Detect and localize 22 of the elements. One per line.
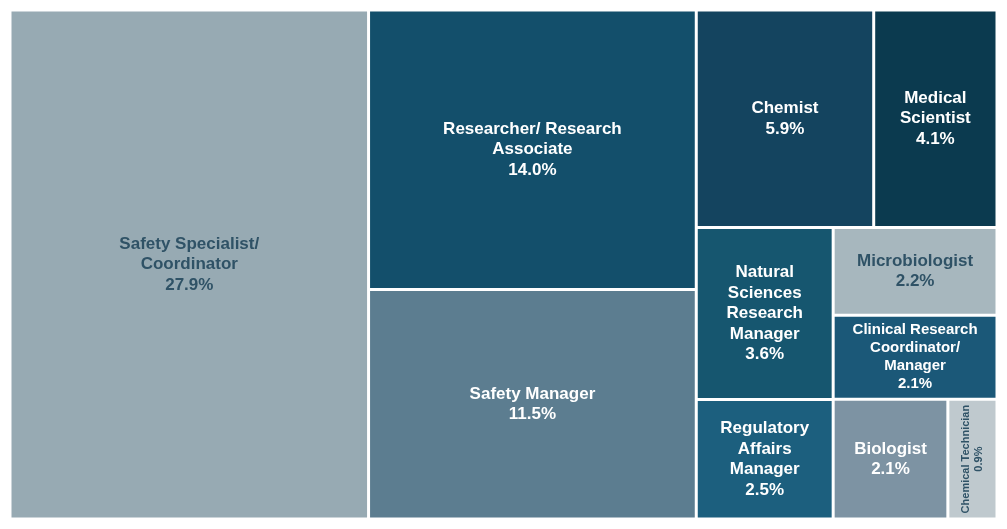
category-label: Clinical Research Coordinator/ Manager [852,320,978,374]
data-label: 0.9% [972,446,985,472]
data-label: 2.2% [895,271,935,291]
category-label: Safety Manager [469,383,596,403]
data-label: 2.1% [897,374,933,392]
data-label: 11.5% [508,404,557,424]
category-label: Regulatory Affairs Manager [720,418,810,479]
data-label: 27.9% [165,274,214,294]
data-label: 2.1% [871,458,910,478]
data-label: 14.0% [508,159,557,179]
category-label: Microbiologist [857,250,974,270]
data-label: 3.6% [745,344,785,364]
category-label: Chemist [751,98,819,118]
data-label: 4.1% [915,128,955,148]
category-label: Natural Sciences Research Manager [726,262,803,343]
category-label: Medical Scientist [899,88,972,128]
category-label: Researcher/ Research Associate [443,119,622,159]
data-label: 5.9% [765,118,805,138]
category-label: Biologist [854,438,928,458]
data-label: 2.5% [745,479,785,499]
category-label: Safety Specialist/ Coordinator [119,233,260,274]
category-label: Chemical Technician [958,404,971,514]
